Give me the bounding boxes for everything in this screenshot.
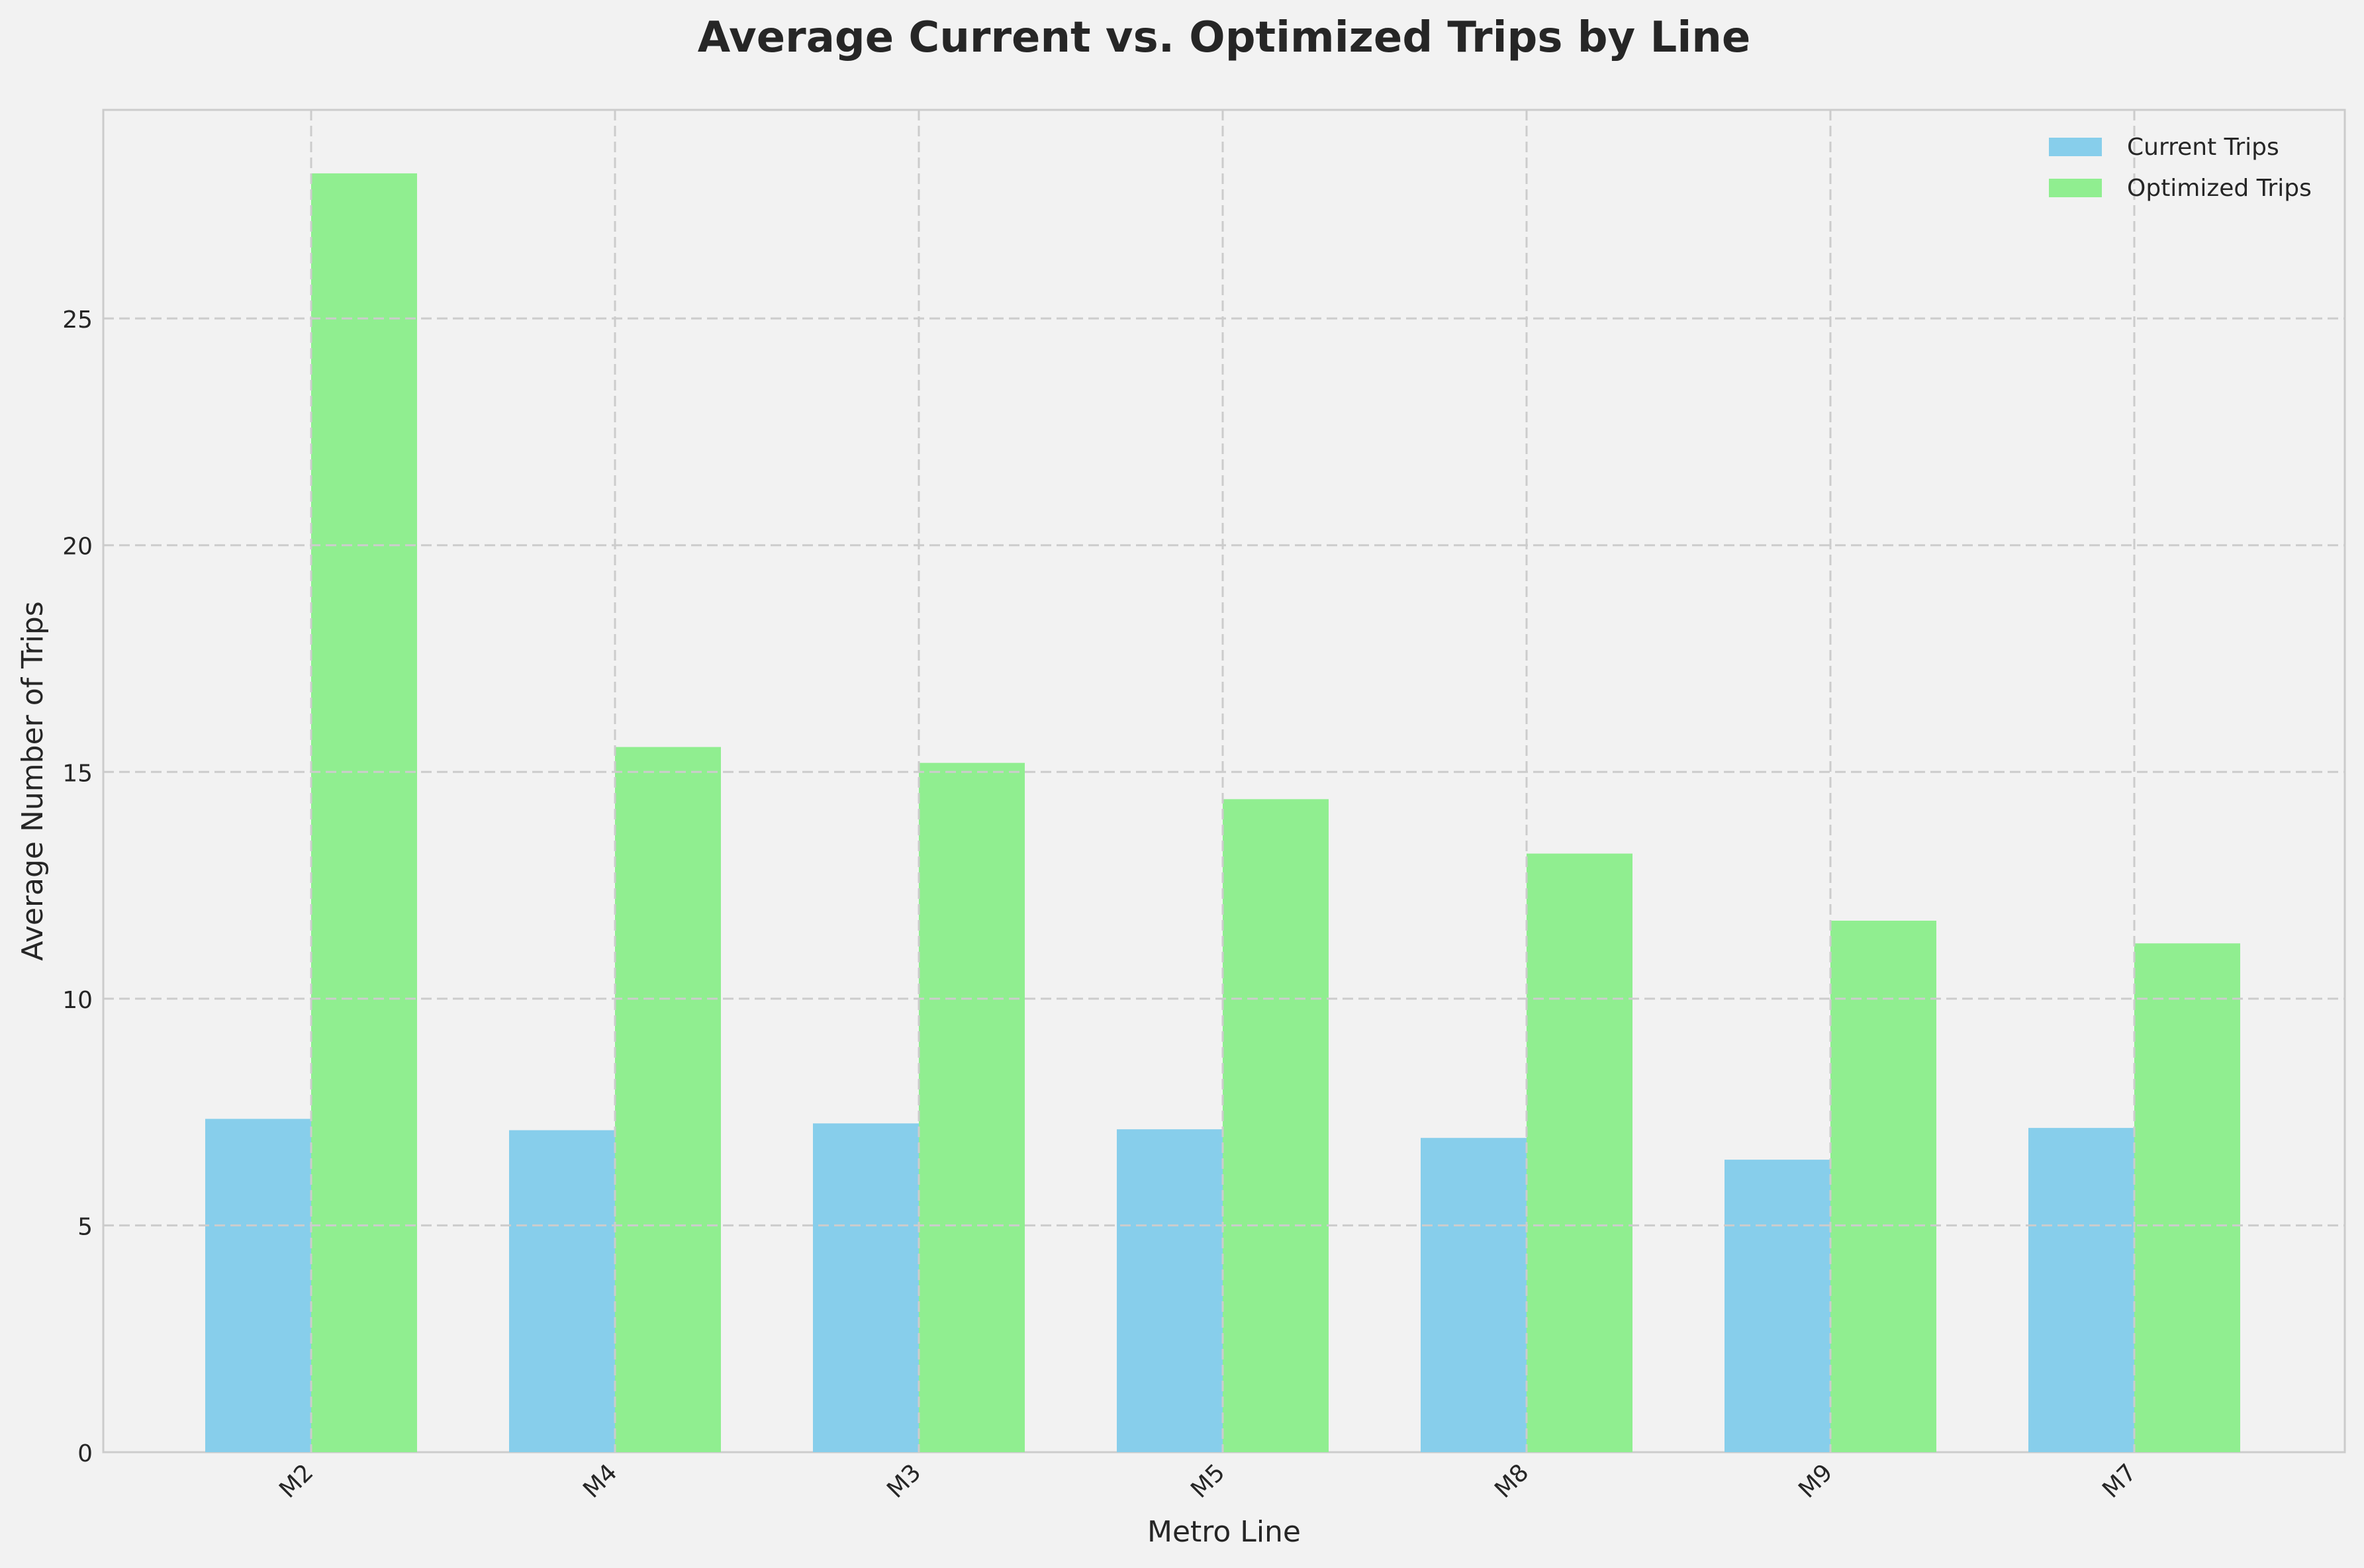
x-axis-label: Metro Line xyxy=(1147,1515,1301,1549)
y-tick-label: 25 xyxy=(62,306,93,334)
legend: Current Trips Optimized Trips xyxy=(2049,134,2312,202)
y-tick-label: 15 xyxy=(62,760,93,787)
y-axis-label: Average Number of Trips xyxy=(16,601,50,960)
bar-optimized-trips xyxy=(615,747,721,1452)
legend-label: Optimized Trips xyxy=(2127,175,2312,202)
bar-optimized-trips xyxy=(1527,853,1632,1452)
y-tick-label: 20 xyxy=(62,533,93,561)
y-axis: 0 5 10 15 20 25 xyxy=(62,306,93,1467)
y-tick-label: 10 xyxy=(62,987,93,1014)
chart-title: Average Current vs. Optimized Trips by L… xyxy=(698,13,1750,62)
y-tick-label: 5 xyxy=(77,1213,93,1240)
legend-swatch xyxy=(2049,138,2102,156)
bars xyxy=(205,173,2240,1452)
bar-current-trips xyxy=(1117,1129,1223,1452)
y-tick-label: 0 xyxy=(77,1440,93,1467)
legend-label: Current Trips xyxy=(2127,134,2279,161)
bar-current-trips xyxy=(2028,1128,2134,1452)
bar-optimized-trips xyxy=(919,762,1025,1452)
bar-optimized-trips xyxy=(311,173,417,1452)
bar-current-trips xyxy=(509,1130,615,1452)
bar-current-trips xyxy=(205,1119,311,1452)
legend-swatch xyxy=(2049,179,2102,197)
bar-current-trips xyxy=(1421,1138,1527,1452)
bar-current-trips xyxy=(813,1123,919,1452)
gridlines xyxy=(103,110,2345,1452)
bar-current-trips xyxy=(1725,1160,1830,1452)
bar-optimized-trips xyxy=(1223,799,1329,1452)
bar-optimized-trips xyxy=(2134,943,2240,1452)
bar-optimized-trips xyxy=(1830,921,1936,1452)
